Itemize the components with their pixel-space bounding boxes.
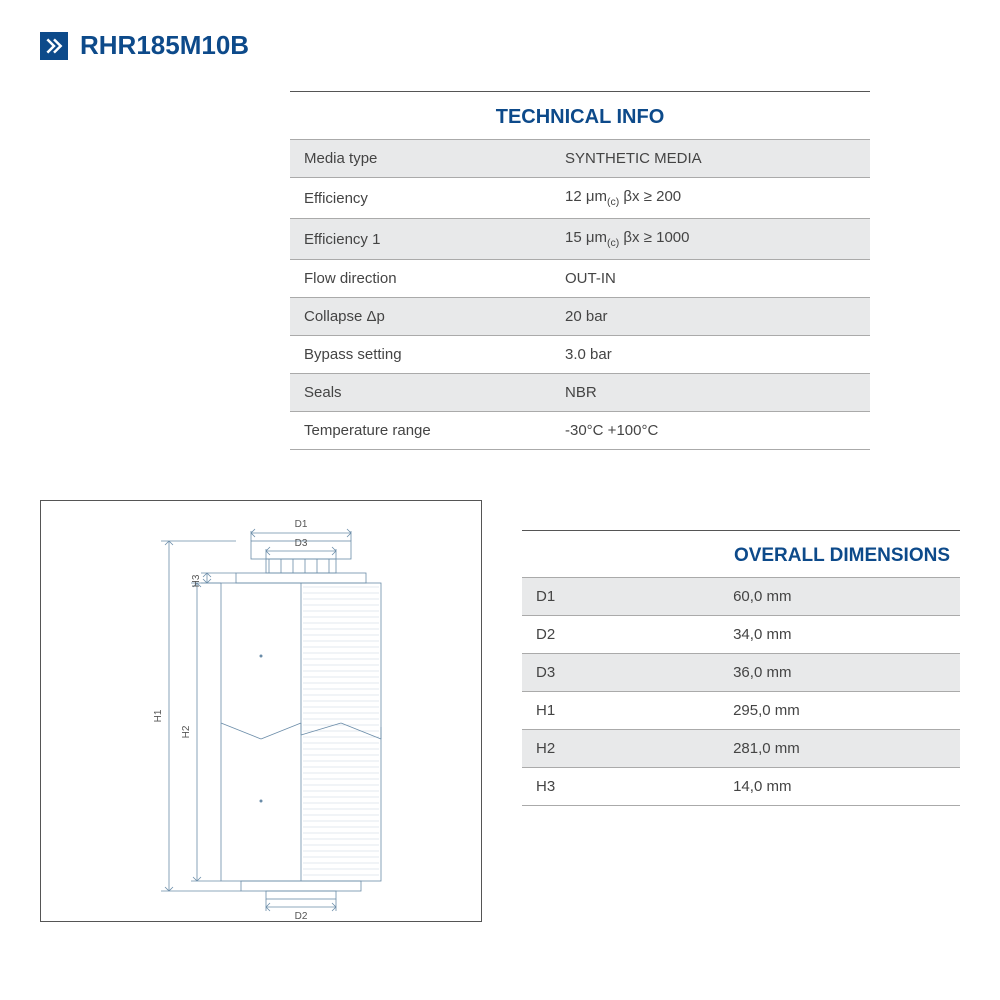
dim-value: 281,0 mm xyxy=(719,730,960,768)
dimensions-section: OVERALL DIMENSIONS D160,0 mmD234,0 mmD33… xyxy=(522,500,960,806)
spec-value: -30°C +100°C xyxy=(551,412,870,450)
spec-label: Efficiency 1 xyxy=(290,219,551,260)
spec-label: Temperature range xyxy=(290,412,551,450)
dim-label: D3 xyxy=(522,654,719,692)
dim-label: D1 xyxy=(522,578,719,616)
spec-row: Collapse Δp20 bar xyxy=(290,298,870,336)
dimensions-title: OVERALL DIMENSIONS xyxy=(522,530,960,577)
dim-row: D160,0 mm xyxy=(522,578,960,616)
spec-label: Seals xyxy=(290,374,551,412)
spec-row: Temperature range-30°C +100°C xyxy=(290,412,870,450)
dim-label: D2 xyxy=(522,616,719,654)
spec-row: Efficiency12 μm(c) βx ≥ 200 xyxy=(290,178,870,219)
dim-value: 36,0 mm xyxy=(719,654,960,692)
svg-text:D1: D1 xyxy=(295,519,308,530)
spec-row: SealsNBR xyxy=(290,374,870,412)
lower-section: D1D3D2H1H2H3 OVERALL DIMENSIONS D160,0 m… xyxy=(40,500,960,922)
spec-value: OUT-IN xyxy=(551,260,870,298)
spec-label: Efficiency xyxy=(290,178,551,219)
dim-row: H314,0 mm xyxy=(522,768,960,806)
svg-text:H1: H1 xyxy=(153,709,164,722)
svg-text:H3: H3 xyxy=(191,574,202,587)
spec-value: 3.0 bar xyxy=(551,336,870,374)
dim-row: H2281,0 mm xyxy=(522,730,960,768)
product-code: RHR185M10B xyxy=(80,30,249,61)
dim-value: 60,0 mm xyxy=(719,578,960,616)
svg-text:D3: D3 xyxy=(295,538,308,549)
spec-row: Efficiency 115 μm(c) βx ≥ 1000 xyxy=(290,219,870,260)
spec-value: NBR xyxy=(551,374,870,412)
technical-info-section: TECHNICAL INFO Media typeSYNTHETIC MEDIA… xyxy=(290,91,870,450)
dim-label: H3 xyxy=(522,768,719,806)
spec-row: Flow directionOUT-IN xyxy=(290,260,870,298)
page-header: RHR185M10B xyxy=(40,30,960,61)
spec-label: Flow direction xyxy=(290,260,551,298)
spec-value: SYNTHETIC MEDIA xyxy=(551,140,870,178)
dim-row: D234,0 mm xyxy=(522,616,960,654)
technical-info-title: TECHNICAL INFO xyxy=(290,91,870,139)
dim-row: H1295,0 mm xyxy=(522,692,960,730)
spec-value: 12 μm(c) βx ≥ 200 xyxy=(551,178,870,219)
spec-label: Collapse Δp xyxy=(290,298,551,336)
spec-row: Bypass setting3.0 bar xyxy=(290,336,870,374)
dim-row: D336,0 mm xyxy=(522,654,960,692)
spec-value: 20 bar xyxy=(551,298,870,336)
dim-label: H2 xyxy=(522,730,719,768)
svg-text:D2: D2 xyxy=(295,911,308,921)
dim-value: 14,0 mm xyxy=(719,768,960,806)
spec-label: Bypass setting xyxy=(290,336,551,374)
brand-logo xyxy=(40,32,68,60)
spec-label: Media type xyxy=(290,140,551,178)
dim-label: H1 xyxy=(522,692,719,730)
technical-drawing: D1 D3 D2 H1 H2 H3 xyxy=(40,500,482,922)
dim-value: 295,0 mm xyxy=(719,692,960,730)
spec-row: Media typeSYNTHETIC MEDIA xyxy=(290,140,870,178)
svg-text:H2: H2 xyxy=(181,725,192,738)
dim-value: 34,0 mm xyxy=(719,616,960,654)
technical-info-table: Media typeSYNTHETIC MEDIAEfficiency12 μm… xyxy=(290,139,870,450)
dimensions-table: D160,0 mmD234,0 mmD336,0 mmH1295,0 mmH22… xyxy=(522,577,960,806)
spec-value: 15 μm(c) βx ≥ 1000 xyxy=(551,219,870,260)
